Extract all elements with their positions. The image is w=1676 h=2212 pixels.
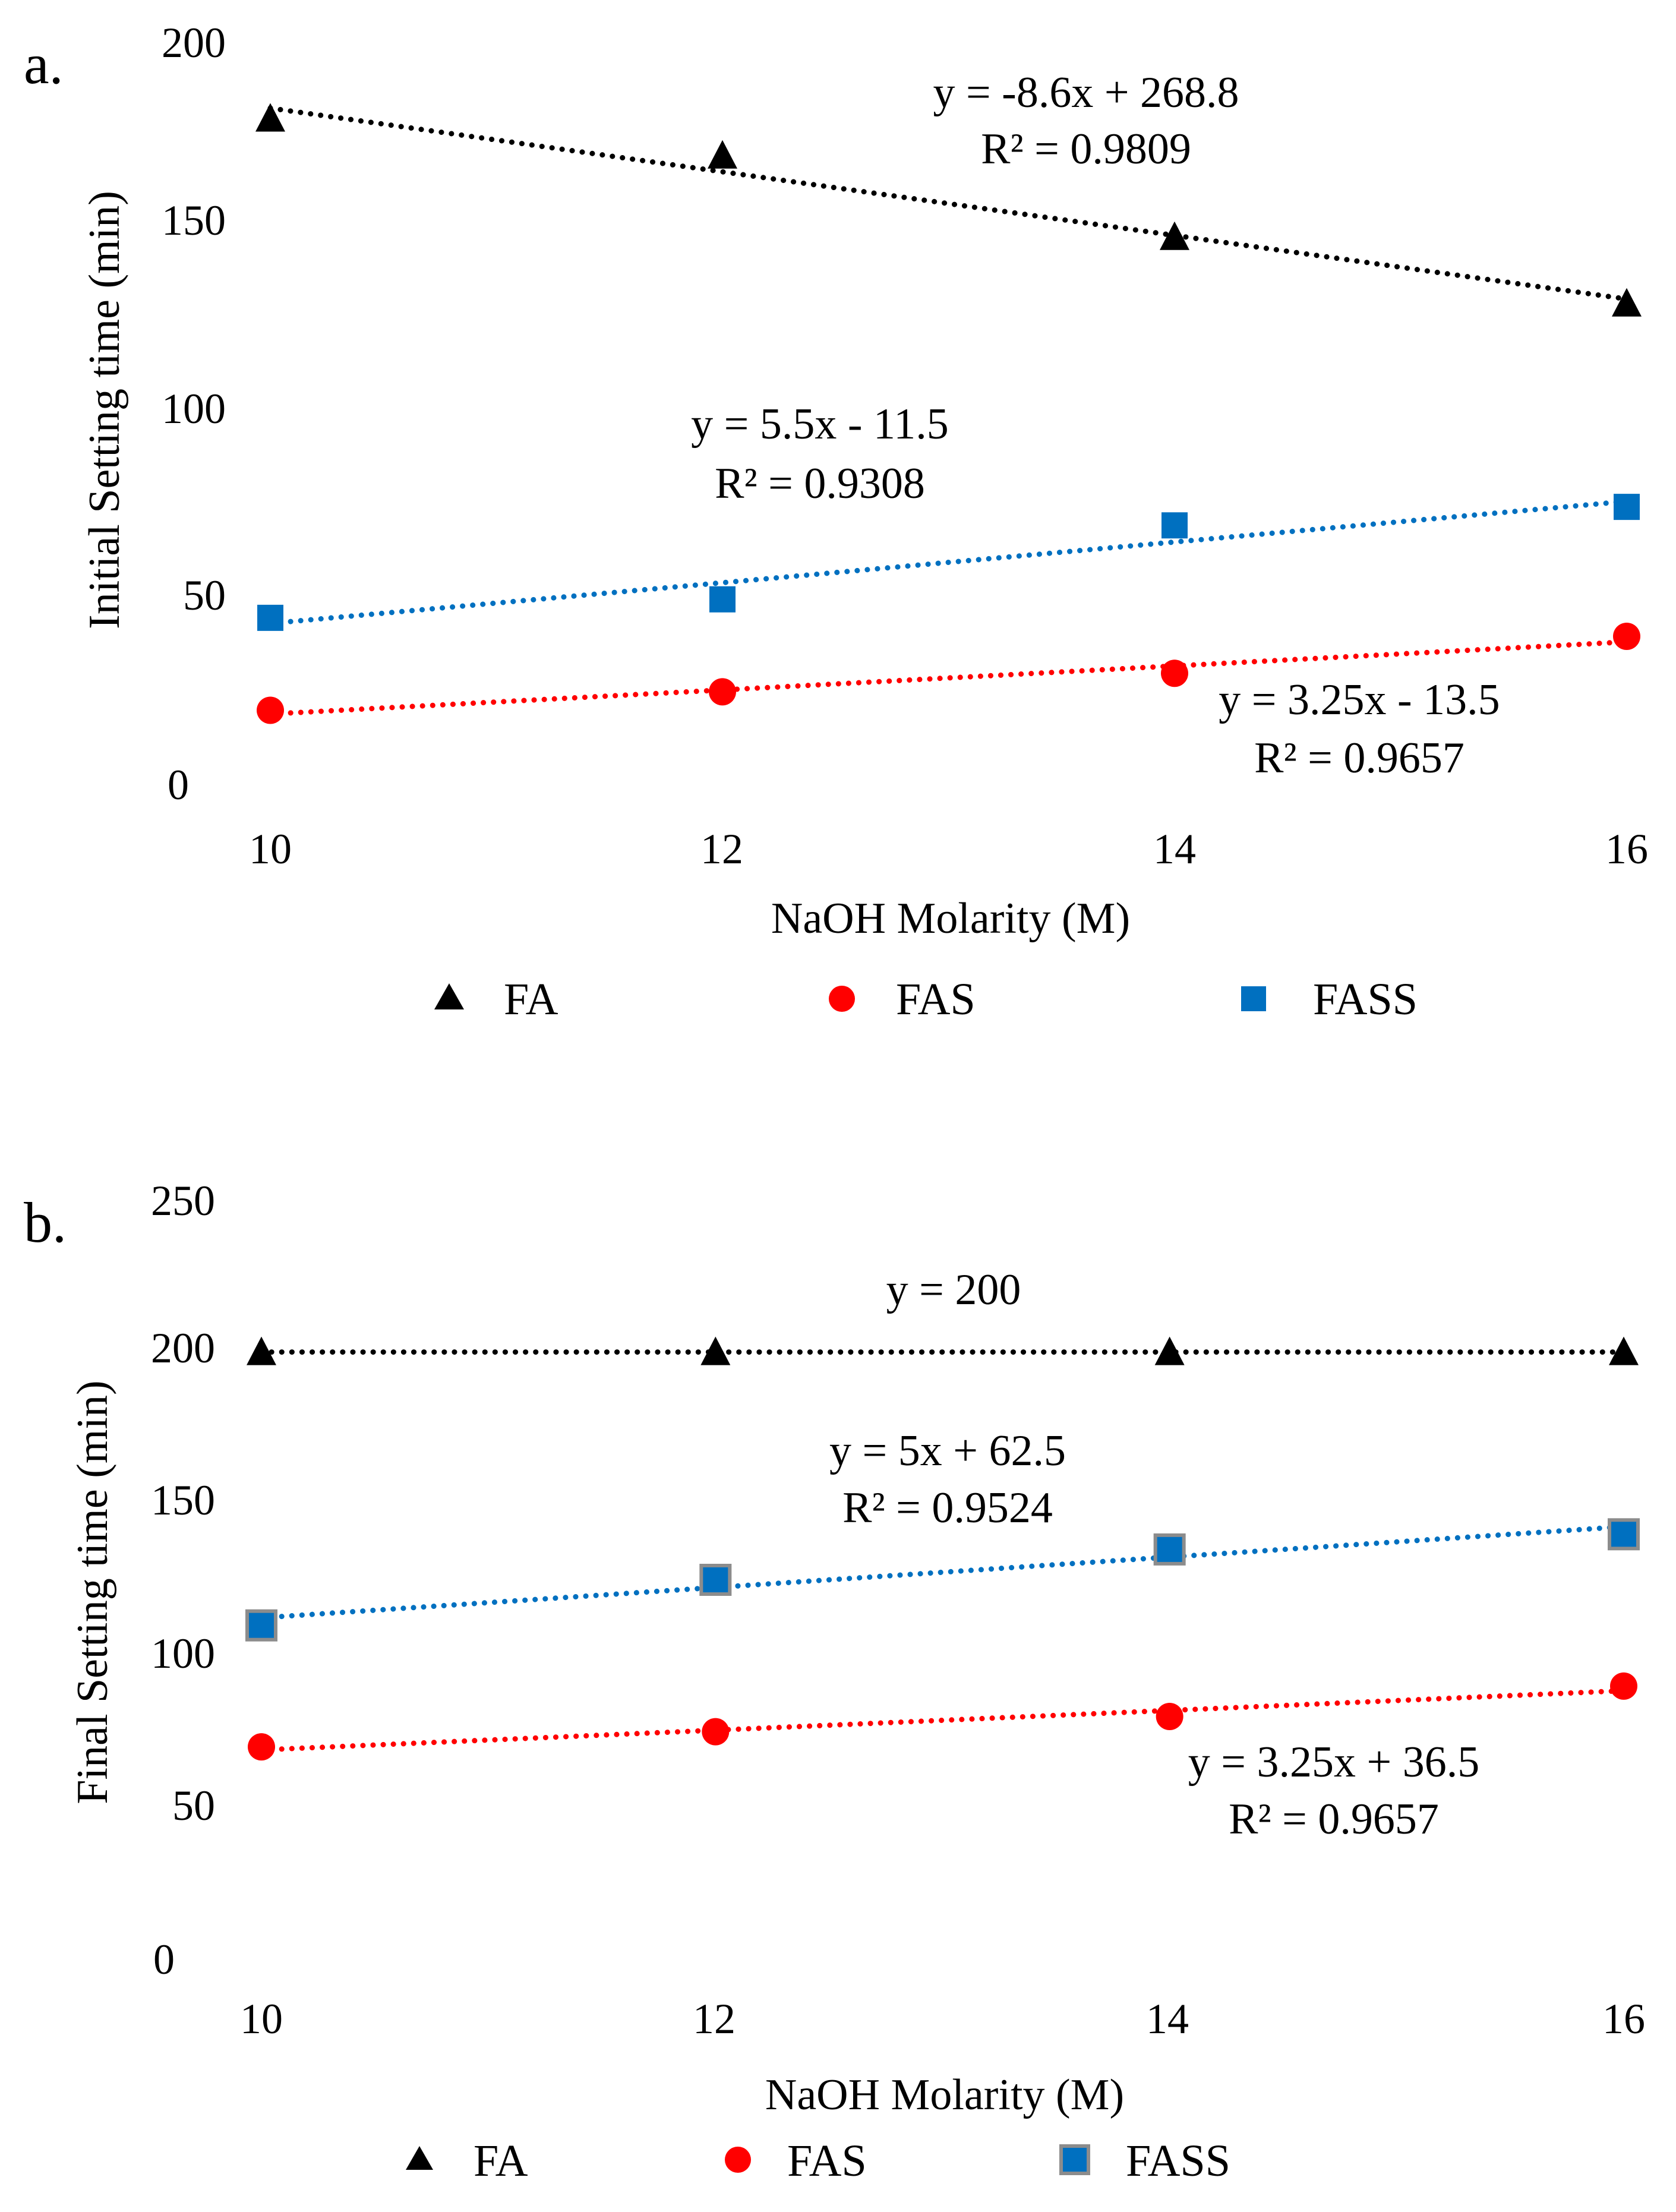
panel-a-label: a. bbox=[24, 32, 64, 96]
legend-a-fa-label: FA bbox=[504, 974, 558, 1024]
chart-a-x-tick: 16 bbox=[1605, 825, 1648, 873]
chart-a-fass-r2: R² = 0.9308 bbox=[715, 459, 925, 508]
legend-b-fas-label: FAS bbox=[787, 2136, 867, 2186]
chart-a-fass-trendline bbox=[267, 498, 1630, 626]
legend-b-fa-marker bbox=[406, 2146, 433, 2170]
chart-b-fas-point bbox=[1156, 1703, 1183, 1731]
chart-a-x-axis-title: NaOH Molarity (M) bbox=[771, 894, 1130, 943]
chart-b-fass-trendline bbox=[258, 1524, 1627, 1621]
chart-b-y-tick: 50 bbox=[172, 1782, 215, 1829]
chart-b-legend: FA FAS FASS bbox=[406, 2136, 1230, 2186]
chart-a-fass-equation: y = 5.5x - 11.5 bbox=[691, 400, 949, 449]
chart-b-fas-point bbox=[702, 1718, 730, 1746]
chart-a-fas-point bbox=[709, 678, 736, 706]
chart-b-fa-equation: y = 200 bbox=[886, 1266, 1021, 1314]
legend-b-fass-label: FASS bbox=[1126, 2136, 1230, 2186]
chart-b-fass-point bbox=[1153, 1533, 1186, 1566]
chart-a-y-tick: 0 bbox=[168, 761, 189, 809]
chart-b-fass-r2: R² = 0.9524 bbox=[842, 1484, 1053, 1532]
chart-a-fas-point bbox=[1161, 660, 1188, 687]
chart-a-x-tick: 12 bbox=[700, 825, 743, 873]
chart-b-y-tick: 100 bbox=[151, 1630, 215, 1677]
chart-b-x-tick: 10 bbox=[240, 1995, 283, 2043]
chart-a-fa-r2: R² = 0.9809 bbox=[981, 125, 1191, 173]
legend-b-fass-marker bbox=[1059, 2144, 1090, 2175]
chart-b: b. 0 50 100 150 200 250 10 12 14 16 Fina… bbox=[24, 1177, 1645, 2186]
chart-a-y-tick: 200 bbox=[162, 19, 226, 67]
chart-b-y-tick: 200 bbox=[151, 1324, 215, 1372]
panel-b-label: b. bbox=[24, 1191, 67, 1254]
chart-b-fass-point bbox=[699, 1564, 732, 1596]
chart-a-y-tick: 50 bbox=[183, 572, 226, 619]
chart-a-fas-r2: R² = 0.9657 bbox=[1254, 734, 1464, 782]
legend-a-fa-marker bbox=[434, 983, 464, 1009]
chart-a: a. 0 50 100 150 200 10 12 14 16 Initial … bbox=[24, 19, 1648, 1024]
chart-a-fa-point bbox=[255, 103, 285, 132]
chart-a-y-tick: 150 bbox=[162, 197, 226, 244]
chart-a-y-ticks: 0 50 100 150 200 bbox=[162, 19, 226, 809]
chart-a-fass-point bbox=[257, 604, 283, 631]
chart-b-x-tick: 14 bbox=[1146, 1995, 1189, 2043]
legend-b-fas-marker bbox=[725, 2147, 751, 2173]
chart-a-points bbox=[255, 103, 1642, 724]
chart-a-fa-point bbox=[1160, 221, 1189, 250]
chart-b-fas-equation: y = 3.25x + 36.5 bbox=[1188, 1738, 1479, 1787]
chart-a-fass-point bbox=[1161, 512, 1188, 539]
chart-b-fa-point bbox=[247, 1336, 276, 1365]
chart-b-fas-r2: R² = 0.9657 bbox=[1229, 1795, 1439, 1844]
legend-a-fass-label: FASS bbox=[1313, 974, 1418, 1024]
chart-a-x-tick: 14 bbox=[1153, 825, 1196, 873]
chart-b-x-axis-title: NaOH Molarity (M) bbox=[765, 2071, 1124, 2119]
chart-a-y-tick: 100 bbox=[162, 385, 226, 433]
chart-b-y-tick: 0 bbox=[153, 1936, 175, 1983]
chart-a-fass-point bbox=[1614, 494, 1640, 520]
chart-a-trendlines bbox=[267, 105, 1630, 717]
chart-b-fa-point bbox=[1154, 1336, 1185, 1365]
chart-a-fas-point bbox=[257, 696, 284, 724]
legend-b-fa-label: FA bbox=[474, 2136, 528, 2186]
chart-b-fass-point bbox=[1608, 1518, 1640, 1551]
chart-b-fass-point bbox=[245, 1609, 277, 1642]
legend-a-fas-label: FAS bbox=[896, 974, 976, 1024]
chart-b-fass-equation: y = 5x + 62.5 bbox=[829, 1427, 1066, 1475]
chart-b-fas-point bbox=[1610, 1672, 1637, 1700]
chart-b-x-tick: 16 bbox=[1602, 1995, 1645, 2043]
chart-b-y-ticks: 0 50 100 150 200 250 bbox=[151, 1177, 215, 1983]
chart-b-trendlines bbox=[258, 1349, 1627, 1753]
chart-b-fa-point bbox=[1609, 1336, 1639, 1365]
chart-a-fa-point bbox=[1612, 288, 1642, 317]
chart-a-x-tick: 10 bbox=[249, 825, 292, 873]
chart-a-fas-equation: y = 3.25x - 13.5 bbox=[1219, 676, 1500, 724]
legend-a-fass-marker bbox=[1241, 986, 1266, 1011]
chart-b-fas-trendline bbox=[258, 1688, 1627, 1753]
chart-b-points bbox=[245, 1336, 1640, 1761]
chart-a-x-ticks: 10 12 14 16 bbox=[249, 825, 1648, 873]
chart-a-fass-point bbox=[709, 586, 736, 613]
chart-b-y-tick: 150 bbox=[151, 1476, 215, 1524]
chart-a-fa-trendline bbox=[267, 105, 1630, 302]
chart-a-fas-point bbox=[1613, 623, 1640, 650]
chart-a-fa-equation: y = -8.6x + 268.8 bbox=[933, 68, 1239, 117]
chart-b-x-ticks: 10 12 14 16 bbox=[240, 1995, 1645, 2043]
chart-a-fas-trendline bbox=[267, 639, 1630, 717]
chart-b-x-tick: 12 bbox=[693, 1995, 736, 2043]
chart-b-y-tick: 250 bbox=[151, 1177, 215, 1225]
chart-b-fas-point bbox=[248, 1733, 275, 1761]
chart-a-legend: FA FAS FASS bbox=[434, 974, 1418, 1024]
chart-a-trend-labels: y = -8.6x + 268.8 R² = 0.9809 y = 5.5x -… bbox=[691, 68, 1500, 782]
chart-a-fa-point bbox=[708, 140, 737, 169]
chart-b-y-axis-title: Final Setting time (min) bbox=[68, 1380, 117, 1804]
chart-a-y-axis-title: Initial Setting time (min) bbox=[80, 191, 129, 629]
legend-a-fas-marker bbox=[829, 986, 855, 1012]
chart-b-trend-labels: y = 200 y = 5x + 62.5 R² = 0.9524 y = 3.… bbox=[829, 1266, 1479, 1844]
chart-b-fa-point bbox=[700, 1336, 731, 1365]
